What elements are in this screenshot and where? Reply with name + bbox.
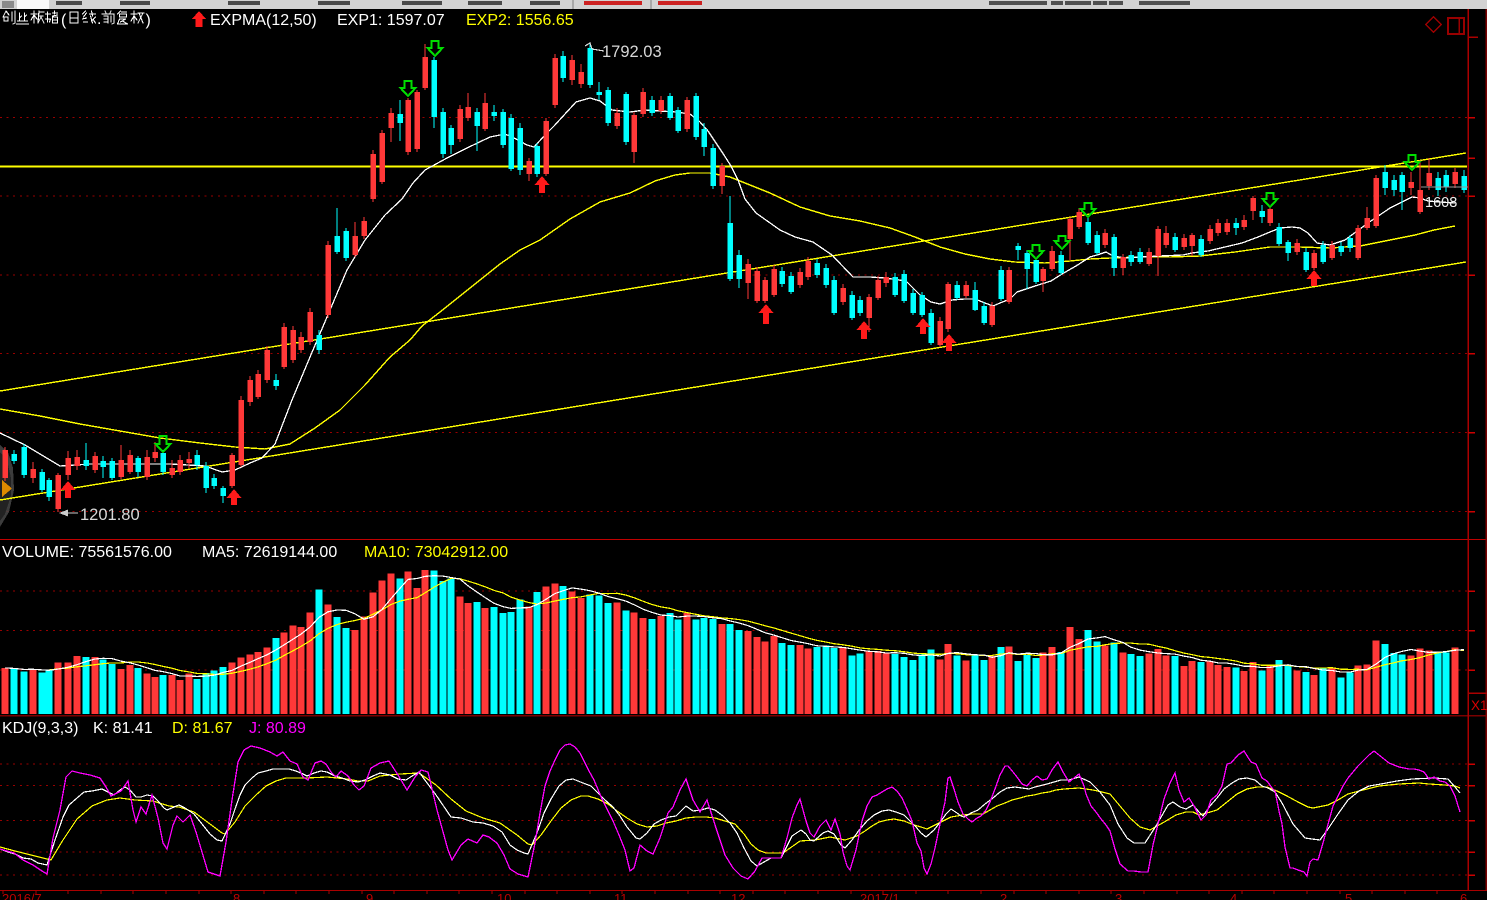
svg-text:MA5: 72619144.00: MA5: 72619144.00 <box>202 544 337 561</box>
svg-text:J: 80.89: J: 80.89 <box>249 720 306 737</box>
svg-text:1201.80: 1201.80 <box>80 506 140 524</box>
svg-text:9: 9 <box>366 891 373 900</box>
svg-text:EXP1: 1597.07: EXP1: 1597.07 <box>337 12 445 29</box>
svg-text:(: ( <box>61 12 67 29</box>
svg-text:K: 81.41: K: 81.41 <box>93 720 153 737</box>
svg-text:3: 3 <box>1115 891 1122 900</box>
svg-text:EXP2: 1556.65: EXP2: 1556.65 <box>466 12 574 29</box>
svg-text:11: 11 <box>614 891 628 900</box>
svg-text:X1: X1 <box>1471 698 1487 713</box>
svg-text:8: 8 <box>233 891 240 900</box>
svg-text:.: . <box>97 11 101 28</box>
svg-text:2017/1: 2017/1 <box>860 891 900 900</box>
svg-text:2: 2 <box>1000 891 1007 900</box>
svg-text:1608: 1608 <box>1425 195 1457 211</box>
svg-text:2016/7: 2016/7 <box>2 891 42 900</box>
svg-text:KDJ(9,3,3): KDJ(9,3,3) <box>2 720 78 737</box>
svg-text:MA10: 73042912.00: MA10: 73042912.00 <box>364 544 508 561</box>
svg-text:D: 81.67: D: 81.67 <box>172 720 233 737</box>
svg-text:EXPMA(12,50): EXPMA(12,50) <box>210 12 317 29</box>
svg-text:6: 6 <box>1460 891 1467 900</box>
svg-text:): ) <box>146 12 151 29</box>
svg-text:12: 12 <box>731 891 745 900</box>
svg-text:VOLUME: 75561576.00: VOLUME: 75561576.00 <box>2 544 172 561</box>
svg-text:4: 4 <box>1230 891 1237 900</box>
svg-text:1792.03: 1792.03 <box>602 43 662 61</box>
svg-text:5: 5 <box>1345 891 1352 900</box>
svg-text:10: 10 <box>497 891 511 900</box>
